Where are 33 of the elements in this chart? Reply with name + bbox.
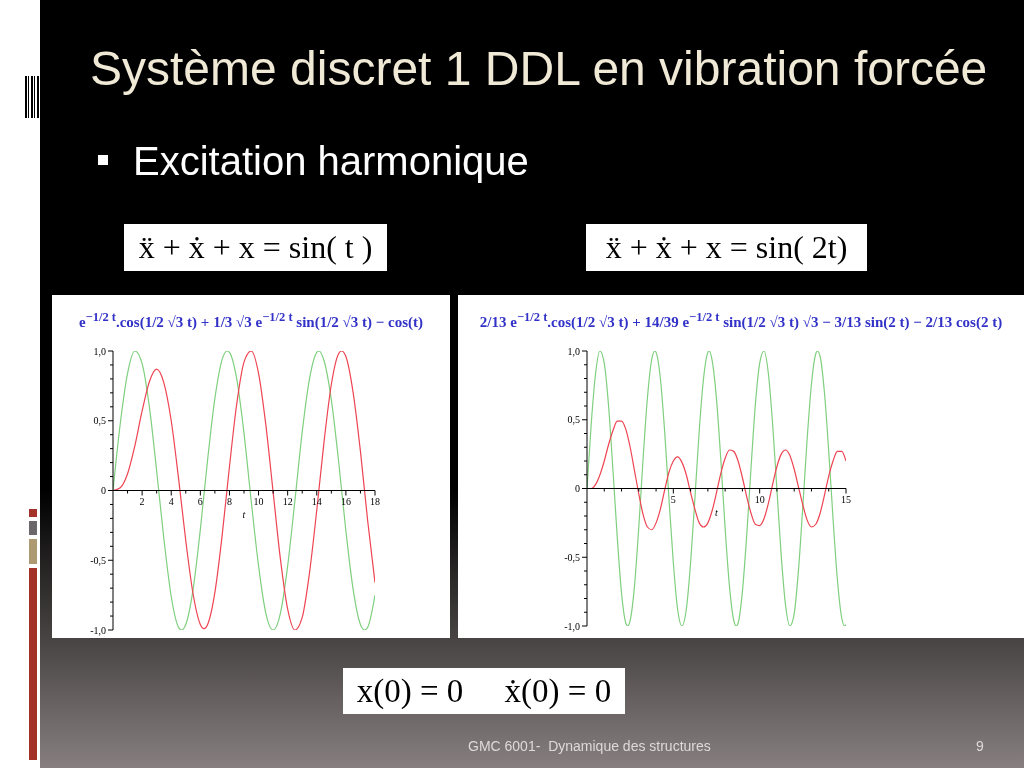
x-tick-label: 15 (841, 494, 851, 505)
x-tick-label: 14 (311, 496, 322, 507)
y-tick-label: 0,5 (567, 414, 580, 426)
x-axis-title: t (715, 506, 719, 518)
x-tick-label: 10 (253, 496, 264, 507)
x-tick-label: 6 (197, 496, 203, 507)
y-tick-label: 0 (101, 485, 106, 496)
text: x(0) = 0 ẋ(0) = 0 (356, 673, 612, 709)
x-tick-label: 10 (754, 494, 765, 505)
chart-subtitle: ẍ + ẋ + x = sin( 2t) (605, 229, 848, 265)
chart-title: e$^{−1/2 t}$.cos(1/2 √3 t) + 1/3 √3 e$^{−1/2 t}$ sin(1/2 √3 t) − cos(t) (78, 309, 424, 331)
chart-title: 2/13 e$^{−1/2 t}$.cos(1/2 √3 t) + 14/39 e$^{−1/2 t}$ sin(1/2 √3 t) √3 − 3/13 sin(2 t) − 2/13 cos(2 t) (479, 309, 1003, 331)
text: Système discret 1 DDL en vibration forcée (90, 42, 988, 95)
x-tick-label: 5 (670, 494, 676, 505)
x-axis-title: t (242, 508, 246, 520)
y-tick-label: -1,0 (564, 620, 580, 632)
x-tick-label: 12 (282, 496, 293, 507)
text: 9 (976, 738, 984, 754)
y-tick-label: -1,0 (90, 624, 106, 636)
x-tick-label: 18 (370, 496, 380, 507)
text: GMC 6001- Dynamique des structures (468, 738, 711, 754)
y-tick-label: 0 (575, 483, 580, 494)
y-tick-label: 1,0 (93, 345, 106, 357)
text: Excitation harmonique (133, 139, 529, 183)
x-tick-label: 8 (226, 496, 232, 507)
x-tick-label: 2 (139, 496, 145, 507)
chart-subtitle: ẍ + ẋ + x = sin( t ) (138, 229, 373, 265)
y-tick-label: -0,5 (564, 551, 580, 563)
x-tick-label: 4 (168, 496, 174, 507)
y-tick-label: -0,5 (90, 554, 106, 566)
y-tick-label: 0,5 (93, 415, 106, 427)
y-tick-label: 1,0 (567, 345, 580, 357)
x-tick-label: 16 (340, 496, 351, 507)
